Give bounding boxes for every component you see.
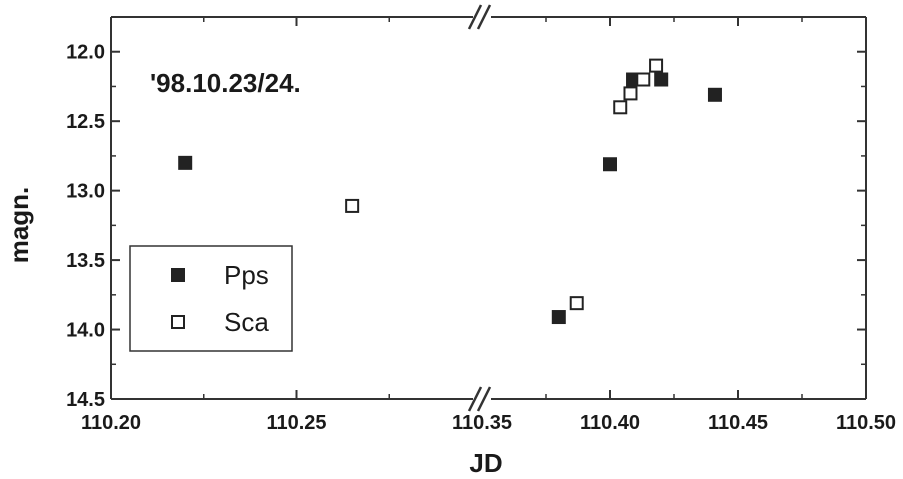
bottom-axis-break-mark-2: [476, 386, 492, 412]
tick-marks: [110, 16, 867, 400]
legend-label-pps: Pps: [224, 260, 269, 290]
x-tick-label: 110.50: [836, 412, 896, 434]
axes: [110, 4, 867, 412]
data-point-sca: [636, 72, 651, 87]
data-point-sca: [649, 58, 664, 73]
y-tick-label: 14.5: [66, 389, 105, 411]
legend-label-sca: Sca: [224, 307, 269, 337]
data-point-sca: [623, 86, 638, 101]
y-tick-label: 14.0: [66, 320, 105, 342]
data-point-sca: [569, 296, 584, 311]
x-tick-label: 110.35: [452, 412, 512, 434]
data-point-pps: [654, 72, 669, 87]
legend-box: [129, 245, 293, 352]
data-point-sca: [345, 198, 360, 213]
data-point-pps: [707, 87, 722, 102]
data-point-sca: [613, 100, 628, 115]
top-axis-break-mark-1: [467, 4, 483, 30]
y-tick-label: 13.5: [66, 250, 105, 272]
x-tick-label: 110.20: [81, 412, 141, 434]
data-point-pps: [551, 310, 566, 325]
x-tick-label: 110.40: [580, 412, 640, 434]
y-axis-title: magn.: [4, 187, 34, 264]
y-tick-label: 12.0: [66, 42, 105, 64]
legend-marker-pps: [171, 268, 185, 282]
data-point-pps: [603, 157, 617, 172]
y-tick-label: 12.5: [66, 111, 105, 133]
data-points: [178, 58, 722, 325]
y-tick-label: 13.0: [66, 181, 105, 203]
bottom-axis-break-mark-1: [467, 386, 483, 412]
top-axis-break-mark-2: [476, 4, 492, 30]
x-tick-label: 110.25: [266, 412, 326, 434]
legend: Pps Sca: [129, 245, 293, 352]
data-point-pps: [178, 155, 193, 170]
legend-marker-sca: [171, 315, 185, 329]
x-axis-title: JD: [469, 448, 502, 478]
date-annotation: '98.10.23/24.: [150, 68, 301, 98]
x-tick-label: 110.45: [708, 412, 768, 434]
